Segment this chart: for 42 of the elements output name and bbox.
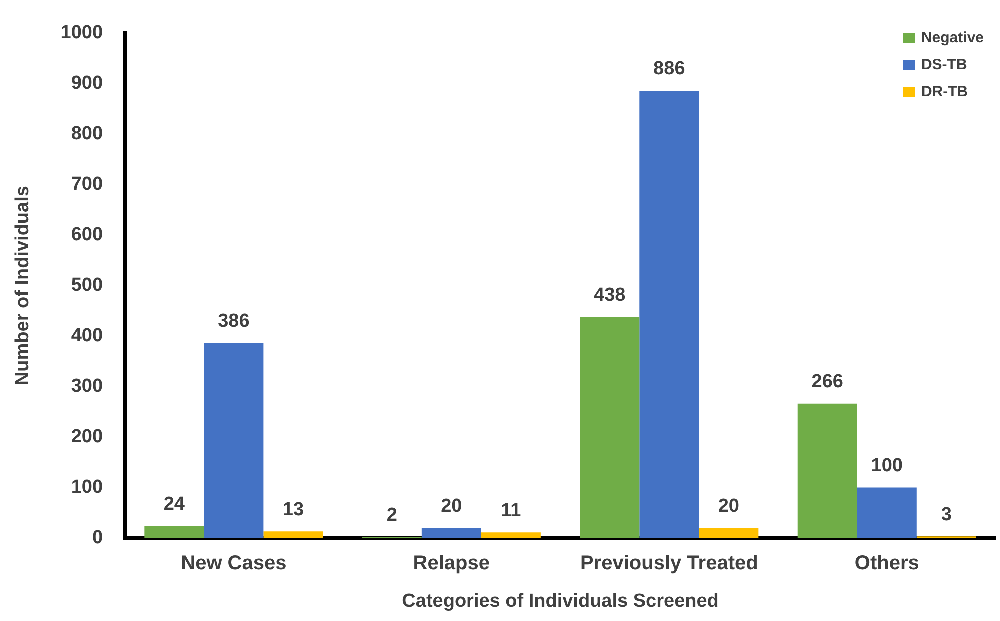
y-tick-label: 1000 (60, 22, 104, 44)
y-tick-label: 300 (71, 376, 104, 397)
y-tick-label: 200 (71, 426, 104, 448)
data-label: 438 (594, 284, 626, 306)
bar (264, 532, 324, 538)
legend-label: DR-TB (921, 84, 968, 101)
bar (798, 404, 858, 538)
data-label: 886 (654, 58, 686, 80)
y-tick-label: 700 (71, 174, 104, 196)
x-axis-title: Categories of Individuals Screened (402, 590, 719, 612)
data-label: 266 (812, 372, 844, 393)
bar (857, 488, 917, 538)
x-tick-label: Previously Treated (580, 552, 758, 575)
bar (481, 532, 541, 538)
x-tick-label: New Cases (181, 552, 287, 575)
y-tick-label: 900 (71, 73, 104, 94)
bar (640, 90, 700, 538)
y-tick-label: 600 (71, 224, 104, 246)
data-label: 100 (871, 455, 903, 476)
bar (699, 528, 759, 538)
data-label: 386 (218, 311, 250, 332)
y-tick-label: 800 (71, 124, 104, 145)
x-tick-label: Relapse (413, 552, 490, 575)
x-tick-label: Others (854, 552, 920, 575)
y-tick-label: 400 (71, 326, 104, 347)
data-label: 3 (941, 504, 952, 526)
y-tick-label: 500 (71, 275, 104, 296)
legend-label: DS-TB (921, 56, 968, 74)
bar (422, 528, 482, 538)
legend-label: Negative (921, 30, 984, 47)
bar (144, 526, 204, 538)
data-label: 2 (386, 504, 398, 526)
data-label: 13 (282, 499, 304, 520)
bar (204, 343, 264, 538)
data-label: 24 (164, 494, 186, 515)
data-label: 11 (501, 500, 522, 522)
data-label: 20 (441, 496, 462, 517)
y-tick-label: 100 (71, 476, 104, 498)
y-tick-label: 0 (92, 527, 104, 548)
y-axis-title: Number of Individuals (12, 186, 34, 386)
bar (580, 317, 640, 538)
data-label: 20 (718, 496, 740, 517)
